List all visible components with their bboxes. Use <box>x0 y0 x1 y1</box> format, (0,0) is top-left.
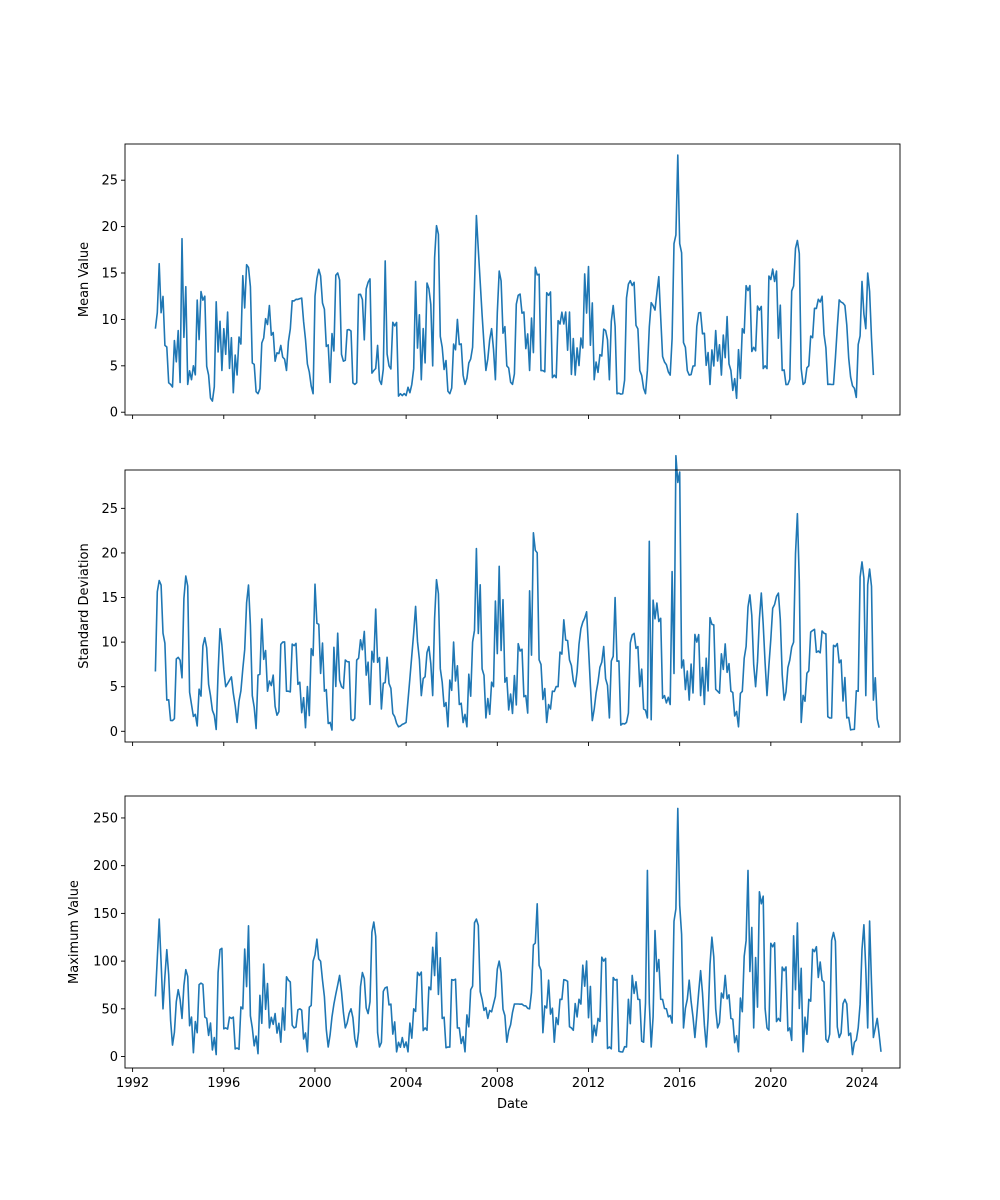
x-tick-label: 2024 <box>845 1076 878 1091</box>
x-tick-label: 1996 <box>207 1076 240 1091</box>
x-tick-label: 2000 <box>298 1076 331 1091</box>
x-tick-label: 2016 <box>663 1076 696 1091</box>
x-tick-label: 2004 <box>390 1076 423 1091</box>
y-tick-label: 0 <box>110 725 118 740</box>
panel-standard-deviation: 0 5 10 15 20 25 Standard Deviation <box>77 454 901 746</box>
y-tick-label: 0 <box>110 406 118 421</box>
y-tick-label: 25 <box>101 502 118 517</box>
maximum-value-axes-frame <box>124 795 901 1069</box>
y-tick-label: 15 <box>101 591 118 606</box>
mean-value-line <box>154 154 875 402</box>
y-tick-label: 25 <box>101 174 118 189</box>
maximum-value-y-axis-label: Maximum Value <box>67 880 82 984</box>
x-tick-label: 2012 <box>572 1076 605 1091</box>
panel-maximum-value: 0 50 100 150 200 250 1992 1996 2000 2004 2008 2012… <box>67 795 901 1091</box>
y-tick-label: 10 <box>101 636 118 651</box>
x-tick-label: 1992 <box>116 1076 149 1091</box>
y-tick-label: 0 <box>110 1050 118 1065</box>
y-tick-label: 150 <box>93 907 118 922</box>
y-tick-label: 15 <box>101 267 118 282</box>
panel-mean-value: 0 5 10 15 20 25 Mean Value <box>77 143 901 421</box>
standard-deviation-x-ticks <box>132 742 863 746</box>
standard-deviation-y-ticks: 0 5 10 15 20 25 <box>101 502 125 740</box>
y-tick-label: 5 <box>110 680 118 695</box>
maximum-value-y-ticks: 0 50 100 150 200 250 <box>93 811 125 1065</box>
y-tick-label: 100 <box>93 955 118 970</box>
standard-deviation-axes-frame <box>124 469 901 743</box>
y-tick-label: 5 <box>110 359 118 374</box>
y-tick-label: 200 <box>93 859 118 874</box>
y-tick-label: 20 <box>101 220 118 235</box>
y-tick-label: 20 <box>101 546 118 561</box>
mean-value-y-axis-label: Mean Value <box>77 242 92 317</box>
y-tick-label: 250 <box>93 811 118 826</box>
x-tick-label: 2020 <box>754 1076 787 1091</box>
maximum-value-line <box>154 807 882 1056</box>
y-tick-label: 10 <box>101 313 118 328</box>
y-tick-label: 50 <box>101 1002 118 1017</box>
x-axis-label: Date <box>497 1097 528 1112</box>
mean-value-axes-frame <box>124 143 901 416</box>
mean-value-y-ticks: 0 5 10 15 20 25 <box>101 174 125 421</box>
standard-deviation-y-axis-label: Standard Deviation <box>77 543 92 668</box>
standard-deviation-line <box>154 454 880 731</box>
mean-value-x-ticks <box>132 415 863 419</box>
x-tick-label: 2008 <box>481 1076 514 1091</box>
maximum-value-x-ticks: 1992 1996 2000 2004 2008 2012 2016 2020 2024 <box>116 1068 879 1091</box>
